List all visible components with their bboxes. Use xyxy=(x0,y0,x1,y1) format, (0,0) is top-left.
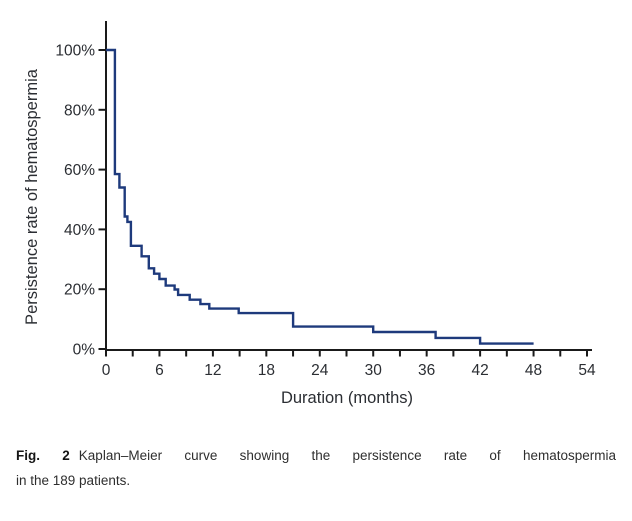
x-tick-label: 12 xyxy=(204,362,221,379)
x-tick-label: 36 xyxy=(418,362,435,379)
curve-layer xyxy=(106,48,534,345)
x-tick-label: 0 xyxy=(102,362,111,379)
figure-caption: Fig. 2 Kaplan–Meier curve showing the per… xyxy=(16,443,616,493)
axes-layer: 0 6 12 18 24 30 36 42 48 54 0% 20% 40% 60% 80% 100% xyxy=(55,21,596,379)
x-tick-label: 30 xyxy=(365,362,383,379)
x-tick-label: 18 xyxy=(258,362,275,379)
x-tick-label: 6 xyxy=(155,362,164,379)
figure-caption-label: Fig. 2 xyxy=(16,448,70,463)
figure-caption-line2: in the 189 patients. xyxy=(16,473,131,488)
km-chart: 0 6 12 18 24 30 36 42 48 54 0% 20% 40% 60% 80% 100% Per… xyxy=(23,21,596,407)
km-curve xyxy=(106,48,534,345)
figure-caption-line1: Fig. 2 Kaplan–Meier curve showing the per… xyxy=(16,443,616,468)
y-tick-label: 0% xyxy=(73,342,96,359)
y-tick-label: 100% xyxy=(55,43,95,60)
x-tick-label: 48 xyxy=(525,362,542,379)
x-tick-label: 42 xyxy=(471,362,488,379)
x-tick-label: 54 xyxy=(578,362,596,379)
y-tick-label: 40% xyxy=(64,222,95,239)
x-axis-title: Duration (months) xyxy=(281,389,413,407)
y-tick-label: 60% xyxy=(64,162,95,179)
figure-caption-text: Kaplan–Meier curve showing the persisten… xyxy=(78,448,616,463)
x-tick-label: 24 xyxy=(311,362,329,379)
y-tick-label: 20% xyxy=(64,282,95,299)
y-tick-label: 80% xyxy=(64,102,95,119)
y-axis-title: Persistence rate of hematospermia xyxy=(23,68,41,325)
